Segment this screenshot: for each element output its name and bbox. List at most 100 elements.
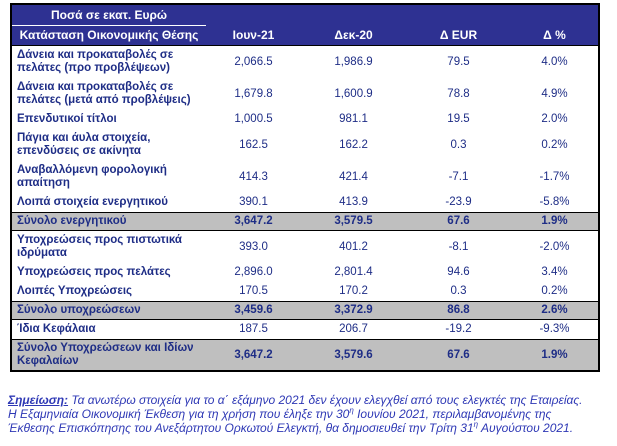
cell-value: 401.2 [339,240,368,253]
footnote-text: Τα ανωτέρω στοιχεία για το α΄ εξάμηνο 20… [71,393,583,407]
column-header-delta-eur: Δ EUR [406,25,511,46]
cell-value: -9.3% [539,323,570,335]
cell-value: 162.2 [339,138,368,151]
cell-value: -1.7% [539,170,570,183]
row-label: Σύνολο υποχρεώσεων [11,301,206,320]
table-row: Δάνεια και προκαταβολές σε πελάτες (προ … [11,46,599,79]
cell-value: 3.4% [541,266,568,278]
cell-value: 4.0% [541,55,568,68]
row-label: Σύνολο ενεργητικού [11,212,206,231]
footnote-text: Έκθεσης Επισκόπησης του Ανεξάρτητου Ορκω… [8,421,474,435]
cell-value: 2.6% [511,301,599,320]
footnote-text: Αυγούστου 2021. [478,421,574,435]
table-row: Πάγια και άυλα στοιχεία, επενδύσεις σε α… [11,129,599,161]
total-row: Σύνολο ενεργητικού 3,647.2 3,579.5 67.6 1.9% [11,212,599,231]
row-label: Σύνολο Υποχρεώσεων και Ιδίων Κεφαλαίων [11,339,206,372]
footnote-label: Σημείωση: [8,393,69,407]
cell-value: 3,372.9 [301,301,406,320]
table-row: Υποχρεώσεις προς πιστωτικά ιδρύματα 393.0… [11,231,599,264]
footnote-superscript: η [473,420,479,429]
cell-value: 86.8 [406,301,511,320]
cell-value: -2.0% [539,240,570,253]
row-label: Υποχρεώσεις προς πιστωτικά ιδρύματα [17,234,182,259]
financial-position-table-wrap: Ποσά σε εκατ. Ευρώ Κατάσταση Οικονομικής… [10,3,600,372]
row-label: Λοιπές Υποχρεώσεις [17,285,133,297]
cell-value: 393.0 [239,240,268,253]
table-body: Δάνεια και προκαταβολές σε πελάτες (προ … [11,46,599,372]
cell-value: 3,647.2 [206,212,301,231]
cell-value: 3,579.5 [301,212,406,231]
cell-value: 2,801.4 [334,266,373,278]
cell-value: 0.3 [450,285,467,297]
total-row: Σύνολο Υποχρεώσεων και Ιδίων Κεφαλαίων 3,… [11,339,599,372]
cell-value: 3,459.6 [206,301,301,320]
cell-value: 0.2% [541,285,568,297]
row-label: Επενδυτικοί τίτλοι [17,113,117,125]
row-label: Πάγια και άυλα στοιχεία, επενδύσεις σε α… [17,132,151,157]
row-label: Υποχρεώσεις προς πελάτες [17,266,171,278]
cell-value: 4.9% [541,87,568,100]
cell-value: 2,896.0 [234,266,273,278]
table-header: Ποσά σε εκατ. Ευρώ Κατάσταση Οικονομικής… [11,4,599,46]
cell-value: 390.1 [239,196,268,208]
cell-value: 3,579.6 [301,339,406,372]
footnote-text: Ιουνίου 2021, περιλαμβανομένης της [353,407,552,421]
cell-value: 170.5 [239,285,268,297]
row-label: Δάνεια και προκαταβολές σε πελάτες (μετά… [17,81,191,106]
cell-value: 170.2 [339,285,368,297]
footnote-superscript: η [349,406,354,415]
row-label: Αναβαλλόμενη φορολογική απαίτηση [17,164,167,189]
footnote-line: Η Εξαμηνιαία Οικονομική Έκθεση για τη χρ… [8,406,614,422]
cell-value: 19.5 [447,113,470,125]
column-header-delta-pct: Δ % [511,25,599,46]
row-label: Λοιπά στοιχεία ενεργητικού [17,196,168,208]
row-label: Ίδια Κεφάλαια [17,323,96,335]
unit-row: Ποσά σε εκατ. Ευρώ [11,4,599,26]
cell-value: 162.5 [239,138,268,151]
footnote-text: Η Εξαμηνιαία Οικονομική Έκθεση για τη χρ… [8,407,350,421]
cell-value: 0.3 [450,138,467,151]
cell-value: 1,679.8 [234,87,273,100]
row-label: Δάνεια και προκαταβολές σε πελάτες (προ … [17,49,174,74]
cell-value: 981.1 [339,113,368,125]
cell-value: 1.9% [511,212,599,231]
cell-value: 413.9 [339,196,368,208]
cell-value: 1,000.5 [234,113,273,125]
table-row: Λοιπές Υποχρεώσεις 170.5 170.2 0.3 0.2% [11,282,599,302]
cell-value: 206.7 [339,323,368,335]
cell-value: -5.8% [539,196,570,208]
cell-value: 67.6 [406,339,511,372]
cell-value: 421.4 [339,170,368,183]
cell-value: 2,066.5 [234,55,273,68]
cell-value: 1.9% [511,339,599,372]
total-row: Σύνολο υποχρεώσεων 3,459.6 3,372.9 86.8 2.6% [11,301,599,320]
unit-label: Ποσά σε εκατ. Ευρώ [11,4,206,26]
cell-value: 67.6 [406,212,511,231]
cell-value: 94.6 [447,266,470,278]
cell-value: 0.2% [541,138,568,151]
footnote-line: Έκθεσης Επισκόπησης του Ανεξάρτητου Ορκω… [8,420,614,436]
cell-value: 414.3 [239,170,268,183]
unit-row-spacer [206,4,599,26]
column-header-row: Κατάσταση Οικονομικής Θέσης Ιουν-21 Δεκ-… [11,25,599,46]
table-row: Υποχρεώσεις προς πελάτες 2,896.0 2,801.4 94… [11,263,599,282]
column-header-statement: Κατάσταση Οικονομικής Θέσης [11,25,206,46]
footnote: Σημείωση: Τα ανωτέρω στοιχεία για το α΄ … [8,393,614,435]
table-row: Επενδυτικοί τίτλοι 1,000.5 981.1 19.5 2.0% [11,110,599,129]
table-row: Ίδια Κεφάλαια 187.5 206.7 -19.2 -9.3% [11,320,599,340]
cell-value: -8.1 [448,240,469,253]
table-row: Δάνεια και προκαταβολές σε πελάτες (μετά… [11,78,599,110]
cell-value: 2.0% [541,113,568,125]
cell-value: 78.8 [447,87,470,100]
cell-value: -19.2 [445,323,472,335]
cell-value: 79.5 [447,55,470,68]
table-row: Λοιπά στοιχεία ενεργητικού 390.1 413.9 -23.… [11,193,599,213]
footnote-line: Σημείωση: Τα ανωτέρω στοιχεία για το α΄ … [8,393,614,407]
cell-value: -23.9 [445,196,472,208]
cell-value: 3,647.2 [206,339,301,372]
table-row: Αναβαλλόμενη φορολογική απαίτηση 414.3 421… [11,161,599,193]
cell-value: 187.5 [239,323,268,335]
cell-value: 1,986.9 [334,55,373,68]
column-header-jun21: Ιουν-21 [206,25,301,46]
